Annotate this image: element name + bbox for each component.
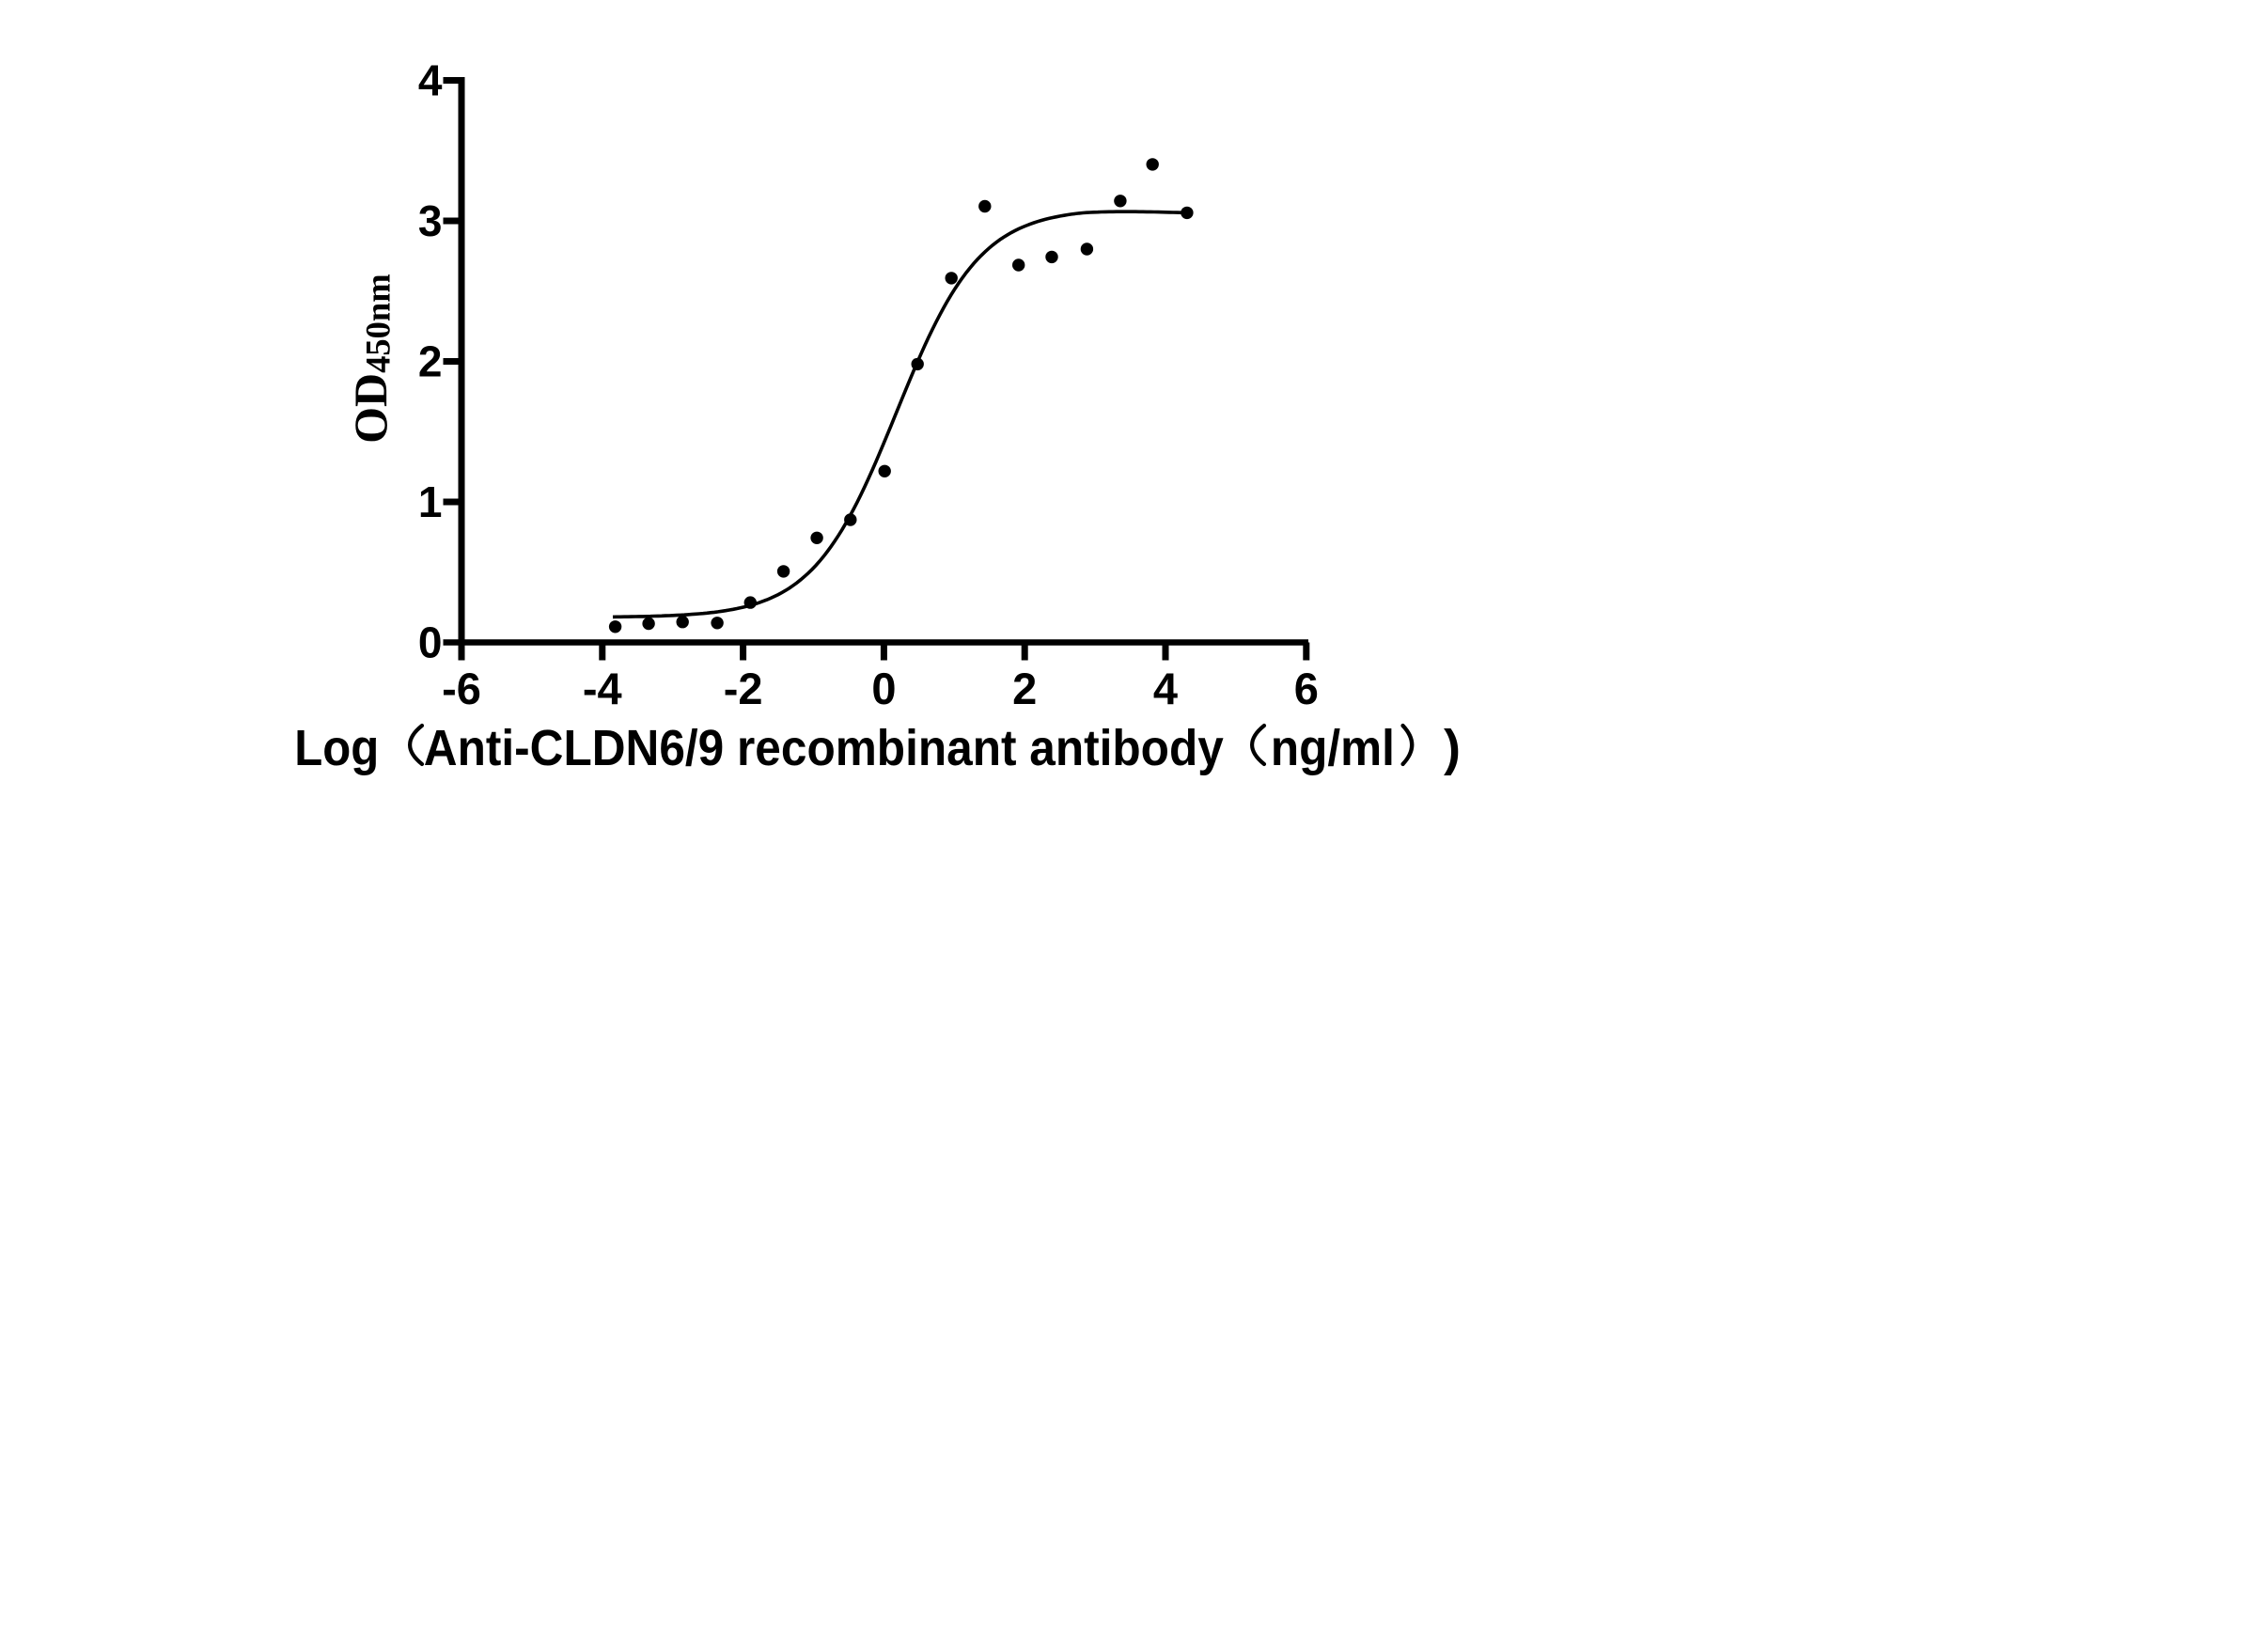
svg-text:0: 0 [871,664,896,713]
svg-text:4: 4 [418,55,443,104]
svg-text:2: 2 [418,336,443,385]
svg-text:ng/ml: ng/ml [1271,720,1395,776]
svg-text:4: 4 [1153,664,1178,713]
svg-text:Log: Log [294,720,379,776]
svg-text:Anti-CLDN6/9 recombinant antib: Anti-CLDN6/9 recombinant antibody [424,720,1224,776]
svg-text:3: 3 [418,196,443,245]
svg-text:-2: -2 [724,664,763,713]
svg-text:6: 6 [1294,664,1319,713]
svg-text:0: 0 [418,618,443,666]
svg-text:OD450nm: OD450nm [344,274,398,443]
svg-text:1: 1 [418,477,443,526]
svg-text:-6: -6 [442,664,481,713]
svg-text:-4: -4 [583,664,622,713]
svg-text:2: 2 [1012,664,1037,713]
svg-text:): ) [1444,720,1461,776]
